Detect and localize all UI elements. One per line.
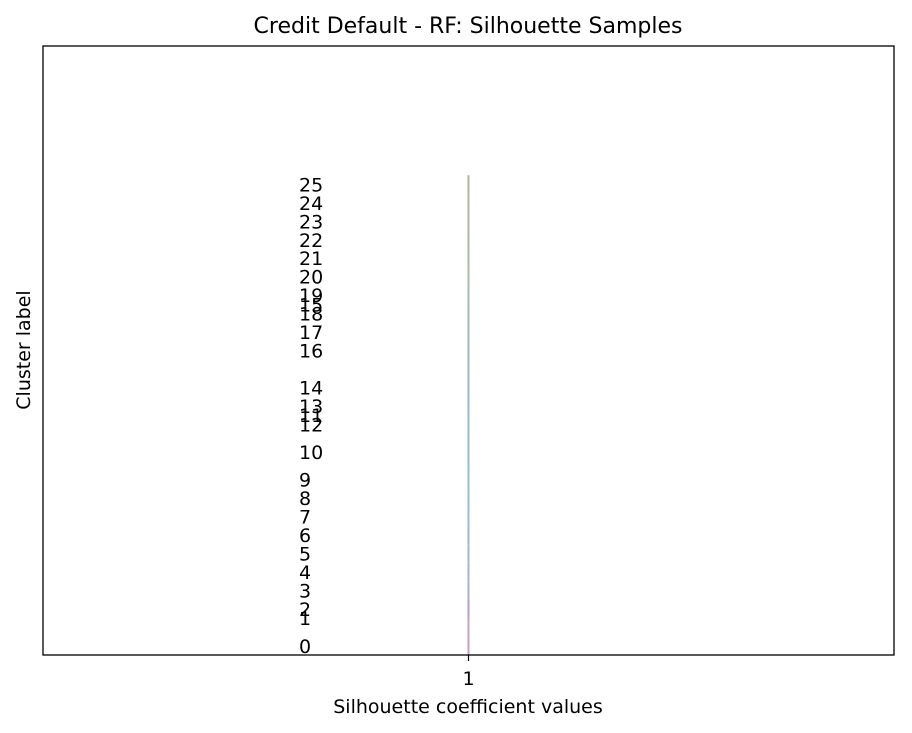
silhouette-bar-12 — [467, 415, 470, 434]
cluster-label-9: 9 — [299, 470, 311, 492]
cluster-labels: 0123456789101112131415161718192021222324… — [299, 174, 323, 657]
silhouette-bar-1 — [467, 599, 470, 637]
silhouette-bar-14 — [467, 378, 470, 397]
silhouette-bar-2 — [467, 599, 470, 619]
x-axis-label: Silhouette coefficient values — [333, 696, 603, 718]
x-tick-label-1: 1 — [462, 668, 474, 690]
cluster-label-17: 17 — [299, 322, 323, 344]
silhouette-bar-20 — [467, 267, 470, 286]
silhouette-bar-18 — [467, 304, 470, 323]
cluster-label-23: 23 — [299, 211, 323, 233]
cluster-label-3: 3 — [299, 580, 311, 602]
cluster-label-1: 1 — [299, 608, 311, 630]
cluster-label-20: 20 — [299, 267, 323, 289]
cluster-label-15: 15 — [299, 294, 323, 316]
silhouette-bar-4 — [467, 562, 470, 582]
silhouette-bar-25 — [467, 175, 470, 194]
cluster-label-7: 7 — [299, 507, 311, 529]
silhouette-bar-8 — [467, 488, 470, 508]
cluster-label-24: 24 — [299, 193, 323, 215]
silhouette-bar-3 — [467, 581, 470, 600]
silhouette-bar-21 — [467, 249, 470, 268]
silhouette-bar-19 — [467, 285, 470, 305]
chart-title: Credit Default - RF: Silhouette Samples — [254, 14, 683, 39]
cluster-label-22: 22 — [299, 230, 323, 252]
cluster-label-4: 4 — [299, 562, 311, 584]
silhouette-bar-17 — [467, 322, 470, 342]
cluster-label-10: 10 — [299, 442, 323, 464]
silhouette-bar-9 — [467, 470, 470, 489]
cluster-label-18: 18 — [299, 304, 323, 326]
cluster-label-8: 8 — [299, 488, 311, 510]
silhouette-bar-5 — [467, 544, 470, 563]
cluster-label-25: 25 — [299, 174, 323, 196]
silhouette-bar-23 — [467, 212, 470, 231]
silhouette-bar-6 — [467, 525, 470, 545]
cluster-label-19: 19 — [299, 285, 323, 307]
silhouette-bar-16 — [467, 341, 470, 360]
plot-frame — [42, 45, 895, 656]
x-ticks: 1 — [462, 655, 475, 690]
cluster-label-11: 11 — [299, 405, 323, 427]
cluster-label-5: 5 — [299, 544, 311, 566]
silhouette-bar-13 — [467, 396, 470, 416]
silhouette-bars — [467, 175, 470, 655]
cluster-label-13: 13 — [299, 396, 323, 418]
cluster-label-12: 12 — [299, 414, 323, 436]
cluster-label-2: 2 — [299, 599, 311, 621]
silhouette-bar-0 — [467, 636, 470, 655]
silhouette-bar-22 — [467, 230, 470, 249]
y-axis-label: Cluster label — [13, 290, 35, 409]
cluster-label-14: 14 — [299, 377, 323, 399]
cluster-label-0: 0 — [299, 636, 311, 658]
silhouette-bar-7 — [467, 507, 470, 526]
cluster-label-6: 6 — [299, 525, 311, 547]
silhouette-bar-24 — [467, 193, 470, 213]
cluster-label-16: 16 — [299, 341, 323, 363]
cluster-label-21: 21 — [299, 248, 323, 270]
